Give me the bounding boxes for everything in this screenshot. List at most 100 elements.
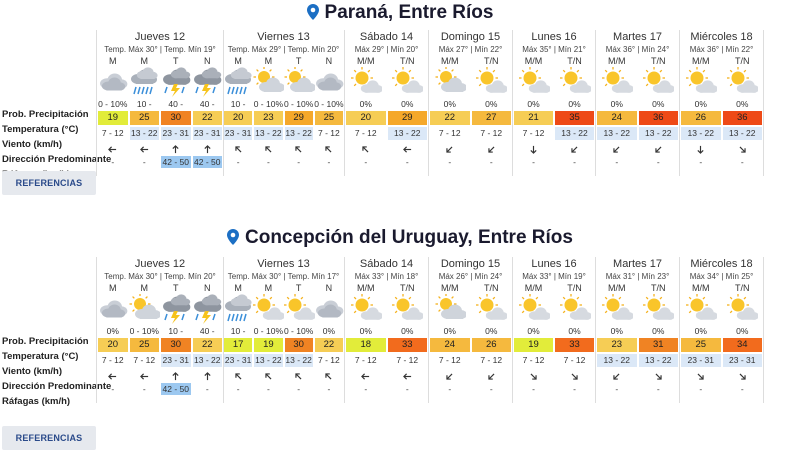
precip-prob: 0% bbox=[106, 326, 119, 336]
wind-direction-arrow-icon bbox=[387, 141, 429, 153]
day-column: Jueves 12 Temp. Máx 30° | Temp. Mín 19° M 0… bbox=[96, 30, 224, 176]
wind-direction-arrow-icon bbox=[223, 141, 253, 153]
cloud-icon bbox=[97, 67, 129, 97]
row-label: Dirección Predominante bbox=[2, 381, 112, 392]
temperature-cell: 36 bbox=[722, 111, 762, 125]
wind-cell: 7 - 12 bbox=[480, 355, 503, 365]
partly-sunny-icon bbox=[601, 67, 634, 97]
day-temps: Máx 36° | Mín 22° bbox=[689, 45, 754, 54]
partly-sunny-icon bbox=[559, 67, 592, 97]
precip-prob: 0% bbox=[610, 326, 623, 336]
wind-direction-arrow-icon bbox=[680, 141, 722, 154]
precip-prob: 0 - 10% bbox=[253, 326, 284, 336]
wind-cell: 13 - 22 bbox=[192, 354, 222, 367]
gust-cell: - bbox=[327, 384, 331, 394]
period-label: N bbox=[204, 283, 211, 293]
period-label: T/N bbox=[484, 283, 499, 293]
precip-prob: 0% bbox=[568, 99, 581, 109]
gust-cell: - bbox=[532, 384, 535, 394]
period-label: M/M bbox=[357, 283, 375, 293]
wind-direction-arrow-icon bbox=[387, 368, 429, 380]
period-label: M bbox=[109, 56, 117, 66]
wind-direction-arrow-icon bbox=[429, 141, 471, 153]
temperature-cell: 22 bbox=[192, 338, 222, 352]
gust-cell: - bbox=[111, 157, 115, 167]
references-button[interactable]: REFERENCIAS bbox=[2, 426, 96, 450]
gust-cell: - bbox=[405, 157, 409, 167]
temperature-cell: 25 bbox=[314, 111, 343, 125]
precip-prob: 0% bbox=[568, 326, 581, 336]
temperature-cell: 23 bbox=[597, 338, 637, 352]
period-label: M/M bbox=[441, 283, 459, 293]
period-column: M 0 - 10% 19 13 - 22 - bbox=[253, 282, 286, 403]
row-label: Dirección Predominante bbox=[2, 154, 112, 165]
day-column: Miércoles 18 Máx 36° | Mín 22° M/M 0% 26 13 -… bbox=[680, 30, 764, 176]
gust-cell: - bbox=[111, 384, 115, 394]
gust-cell: - bbox=[266, 157, 270, 167]
wind-cell: 7 - 12 bbox=[396, 355, 419, 365]
partly-cloudy-icon bbox=[434, 293, 467, 324]
period-label: M bbox=[234, 56, 242, 66]
period-column: M 0 - 10% 23 13 - 22 - bbox=[253, 55, 286, 176]
wind-cell: 7 - 12 bbox=[101, 355, 124, 365]
temperature-cell: 31 bbox=[638, 338, 678, 352]
rain-cloud-icon bbox=[222, 67, 254, 97]
gust-cell: 42 - 50 bbox=[192, 156, 222, 168]
precip-prob: 0% bbox=[652, 326, 665, 336]
precip-prob: 0 - 10% bbox=[98, 99, 128, 109]
wind-cell: 7 - 12 bbox=[522, 355, 545, 365]
wind-cell: 7 - 12 bbox=[354, 128, 377, 138]
wind-direction-arrow-icon bbox=[129, 368, 161, 380]
day-temps: Máx 26° | Mín 24° bbox=[438, 272, 503, 281]
day-name: Viernes 13 bbox=[257, 31, 310, 43]
day-name: Domingo 15 bbox=[440, 258, 501, 270]
day-column: Sábado 14 Máx 33° | Mín 18° M/M 0% 18 7 - 12 -… bbox=[345, 257, 429, 403]
period-column: T/N 0% 33 7 - 12 - bbox=[387, 282, 429, 403]
day-temps: Máx 27° | Mín 22° bbox=[438, 45, 503, 54]
partly-cloudy-icon bbox=[434, 66, 467, 97]
wind-direction-arrow-icon bbox=[314, 368, 344, 380]
period-column: M/M 0% 19 7 - 12 - bbox=[513, 282, 554, 403]
forecast-grid: Jueves 12 Temp. Máx 30° | Temp. Mín 19° M 0… bbox=[96, 30, 800, 176]
wind-cell: 7 - 12 bbox=[133, 355, 156, 365]
references-button[interactable]: REFERENCIAS bbox=[2, 171, 96, 195]
day-temps: Temp. Máx 30° | Temp. Mín 19° bbox=[104, 45, 216, 54]
day-temps: Máx 31° | Mín 23° bbox=[605, 272, 670, 281]
precip-prob: 0% bbox=[736, 99, 749, 109]
temperature-cell: 29 bbox=[284, 111, 313, 125]
wind-cell: 7 - 12 bbox=[522, 128, 545, 138]
period-label: M/M bbox=[441, 56, 459, 66]
partly-sunny-icon bbox=[350, 67, 383, 97]
gust-cell: - bbox=[615, 384, 619, 394]
day-temps: Máx 36° | Mín 24° bbox=[605, 45, 670, 54]
temperature-cell: 35 bbox=[555, 111, 594, 125]
period-column: M/M 0% 20 7 - 12 - bbox=[345, 55, 387, 176]
day-name: Lunes 16 bbox=[531, 258, 577, 270]
temperature-cell: 36 bbox=[638, 111, 678, 125]
temperature-cell: 21 bbox=[514, 111, 553, 125]
cloud-icon bbox=[97, 294, 129, 324]
wind-direction-arrow-icon bbox=[223, 368, 253, 380]
storm-icon bbox=[160, 294, 192, 324]
gust-cell: - bbox=[489, 384, 493, 394]
wind-cell: 23 - 31 bbox=[161, 127, 191, 140]
wind-cell: 13 - 22 bbox=[387, 127, 427, 140]
row-label: Prob. Precipitación bbox=[2, 336, 89, 347]
period-label: T bbox=[173, 283, 179, 293]
temperature-cell: 26 bbox=[681, 111, 721, 125]
wind-cell: 7 - 12 bbox=[101, 128, 124, 138]
precip-prob: 0 - 10% bbox=[283, 99, 314, 109]
period-column: M/M 0% 24 7 - 12 - bbox=[429, 282, 471, 403]
wind-cell: 7 - 12 bbox=[318, 355, 340, 365]
partly-sunny-icon bbox=[726, 67, 760, 97]
gust-cell: - bbox=[364, 384, 368, 394]
period-label: T bbox=[295, 283, 302, 293]
precip-prob: 0% bbox=[652, 99, 665, 109]
period-column: T 0 - 10% 30 13 - 22 - bbox=[283, 282, 316, 403]
day-name: Martes 17 bbox=[613, 258, 662, 270]
period-column: T/N 0% 31 13 - 22 - bbox=[638, 282, 680, 403]
partly-sunny-icon bbox=[391, 294, 425, 324]
